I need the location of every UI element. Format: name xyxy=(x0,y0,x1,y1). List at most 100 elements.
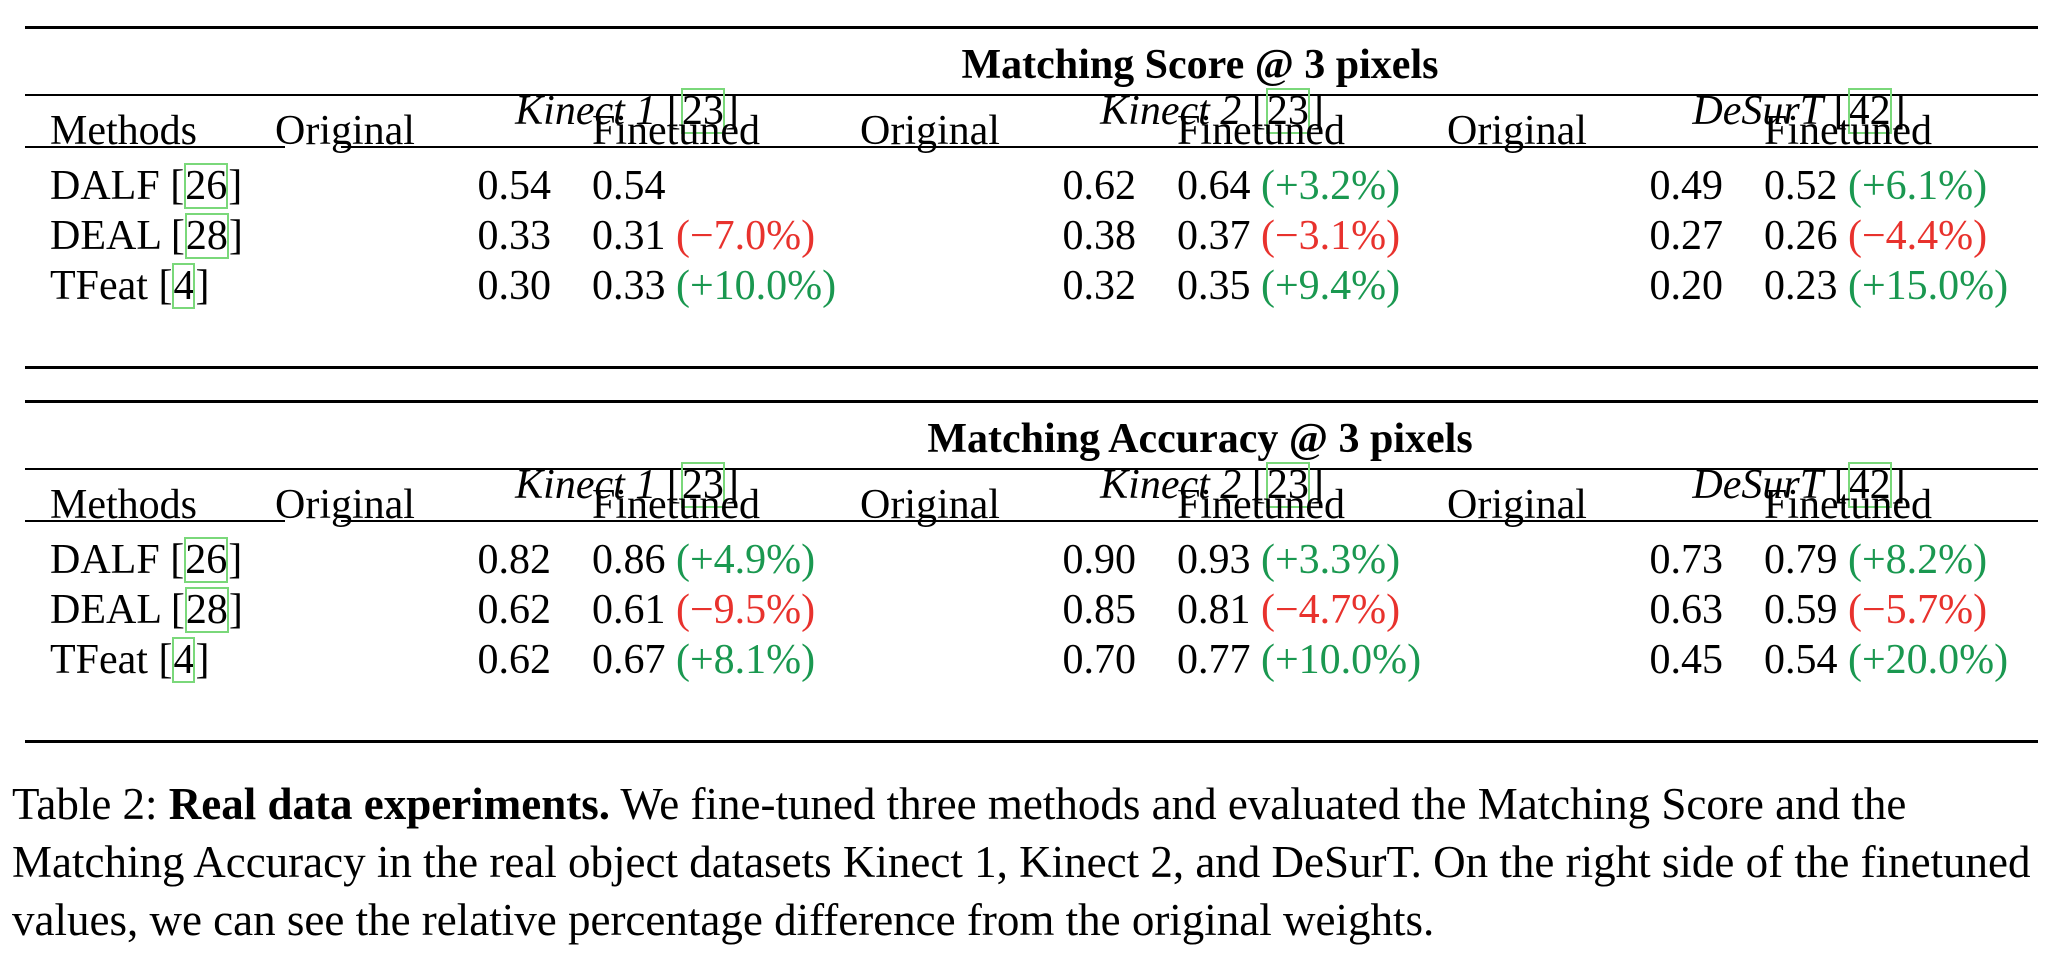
finetuned-number: 0.54 xyxy=(592,163,666,209)
citation-link[interactable]: 4 xyxy=(172,263,196,309)
method-label: DALF xyxy=(50,537,160,583)
method-name: DEAL [28] xyxy=(50,587,243,633)
finetuned-value: 0.23 (+15.0%) xyxy=(1764,261,2008,311)
relative-increase: (+3.2%) xyxy=(1261,163,1401,209)
finetuned-number: 0.33 xyxy=(592,263,666,309)
title-rule xyxy=(25,94,2038,96)
original-value: 0.32 xyxy=(1062,263,1137,309)
relative-decrease: (−7.0%) xyxy=(676,213,816,259)
methods-rule xyxy=(25,520,285,522)
method-label: TFeat xyxy=(50,263,148,309)
finetuned-number: 0.35 xyxy=(1177,263,1251,309)
citation-link[interactable]: 23 xyxy=(1265,88,1310,134)
bottom-rule xyxy=(25,366,2038,369)
citation-link[interactable]: 23 xyxy=(680,88,725,134)
citation-link[interactable]: 23 xyxy=(680,462,725,508)
finetuned-number: 0.59 xyxy=(1764,587,1838,633)
citation-link[interactable]: 28 xyxy=(184,213,229,259)
finetuned-number: 0.31 xyxy=(592,213,666,259)
relative-decrease: (−4.7%) xyxy=(1261,587,1401,633)
caption-label: Table 2: xyxy=(12,779,158,829)
finetuned-value: 0.79 (+8.2%) xyxy=(1764,535,1987,585)
original-value: 0.27 xyxy=(1649,213,1724,259)
original-header: Original xyxy=(275,108,415,154)
finetuned-number: 0.93 xyxy=(1177,537,1251,583)
table-caption: Table 2: Real data experiments. We fine-… xyxy=(12,775,2052,949)
finetuned-header: Finetuned xyxy=(1764,482,1932,528)
finetuned-value: 0.81 (−4.7%) xyxy=(1177,585,1400,635)
relative-decrease: (−5.7%) xyxy=(1848,587,1988,633)
finetuned-value: 0.33 (+10.0%) xyxy=(592,261,836,311)
caption-text: We fine-tuned three methods and evaluate… xyxy=(12,779,2031,945)
dataset-name: Kinect 2 xyxy=(1100,88,1242,134)
original-value: 0.49 xyxy=(1649,163,1724,209)
original-value: 0.62 xyxy=(477,587,552,633)
dataset-name: Kinect 1 xyxy=(515,462,657,508)
finetuned-header: Finetuned xyxy=(592,108,760,154)
finetuned-header: Finetuned xyxy=(592,482,760,528)
finetuned-number: 0.37 xyxy=(1177,213,1251,259)
original-value: 0.70 xyxy=(1062,637,1137,683)
title-rule xyxy=(25,468,2038,470)
relative-decrease: (−3.1%) xyxy=(1261,213,1401,259)
finetuned-value: 0.31 (−7.0%) xyxy=(592,211,815,261)
dataset-name: Kinect 1 xyxy=(515,88,657,134)
dataset-name: Kinect 2 xyxy=(1100,462,1242,508)
finetuned-value: 0.54 (+20.0%) xyxy=(1764,635,2008,685)
citation-link[interactable]: 42 xyxy=(1847,88,1892,134)
finetuned-number: 0.77 xyxy=(1177,637,1251,683)
finetuned-number: 0.81 xyxy=(1177,587,1251,633)
finetuned-number: 0.67 xyxy=(592,637,666,683)
finetuned-value: 0.35 (+9.4%) xyxy=(1177,261,1400,311)
citation-link[interactable]: 26 xyxy=(184,537,229,583)
finetuned-value: 0.59 (−5.7%) xyxy=(1764,585,1987,635)
dataset-header: DeSurT [42] xyxy=(1692,462,1906,508)
relative-increase: (+4.9%) xyxy=(676,537,816,583)
relative-increase: (+8.2%) xyxy=(1848,537,1988,583)
finetuned-value: 0.52 (+6.1%) xyxy=(1764,161,1987,211)
original-value: 0.45 xyxy=(1649,637,1724,683)
method-name: TFeat [4] xyxy=(50,263,210,309)
original-value: 0.63 xyxy=(1649,587,1724,633)
finetuned-header: Finetuned xyxy=(1177,482,1345,528)
finetuned-number: 0.64 xyxy=(1177,163,1251,209)
original-header: Original xyxy=(860,108,1000,154)
original-value: 0.20 xyxy=(1649,263,1724,309)
citation-link[interactable]: 23 xyxy=(1265,462,1310,508)
original-value: 0.85 xyxy=(1062,587,1137,633)
original-value: 0.82 xyxy=(477,537,552,583)
citation-link[interactable]: 4 xyxy=(172,637,196,683)
relative-increase: (+10.0%) xyxy=(676,263,837,309)
columns-rule xyxy=(341,520,2038,522)
finetuned-number: 0.86 xyxy=(592,537,666,583)
original-header: Original xyxy=(275,482,415,528)
method-name: DALF [26] xyxy=(50,537,243,583)
method-label: DEAL xyxy=(50,213,161,259)
finetuned-value: 0.26 (−4.4%) xyxy=(1764,211,1987,261)
top-rule xyxy=(25,400,2038,403)
finetuned-header: Finetuned xyxy=(1764,108,1932,154)
citation-link[interactable]: 42 xyxy=(1847,462,1892,508)
finetuned-number: 0.79 xyxy=(1764,537,1838,583)
dataset-header: Kinect 2 [23] xyxy=(1100,462,1324,508)
original-value: 0.90 xyxy=(1062,537,1137,583)
methods-rule xyxy=(25,146,285,148)
method-name: DEAL [28] xyxy=(50,213,243,259)
relative-increase: (+8.1%) xyxy=(676,637,816,683)
finetuned-number: 0.61 xyxy=(592,587,666,633)
dataset-header: Kinect 1 [23] xyxy=(515,88,739,134)
citation-link[interactable]: 26 xyxy=(184,163,229,209)
original-value: 0.30 xyxy=(477,263,552,309)
citation-link[interactable]: 28 xyxy=(184,587,229,633)
dataset-header: DeSurT [42] xyxy=(1692,88,1906,134)
original-value: 0.73 xyxy=(1649,537,1724,583)
finetuned-value: 0.54 xyxy=(592,161,666,211)
relative-increase: (+6.1%) xyxy=(1848,163,1988,209)
finetuned-number: 0.23 xyxy=(1764,263,1838,309)
method-label: TFeat xyxy=(50,637,148,683)
finetuned-value: 0.86 (+4.9%) xyxy=(592,535,815,585)
original-value: 0.62 xyxy=(477,637,552,683)
method-name: DALF [26] xyxy=(50,163,243,209)
columns-rule xyxy=(341,146,2038,148)
dataset-name: DeSurT xyxy=(1692,88,1824,134)
